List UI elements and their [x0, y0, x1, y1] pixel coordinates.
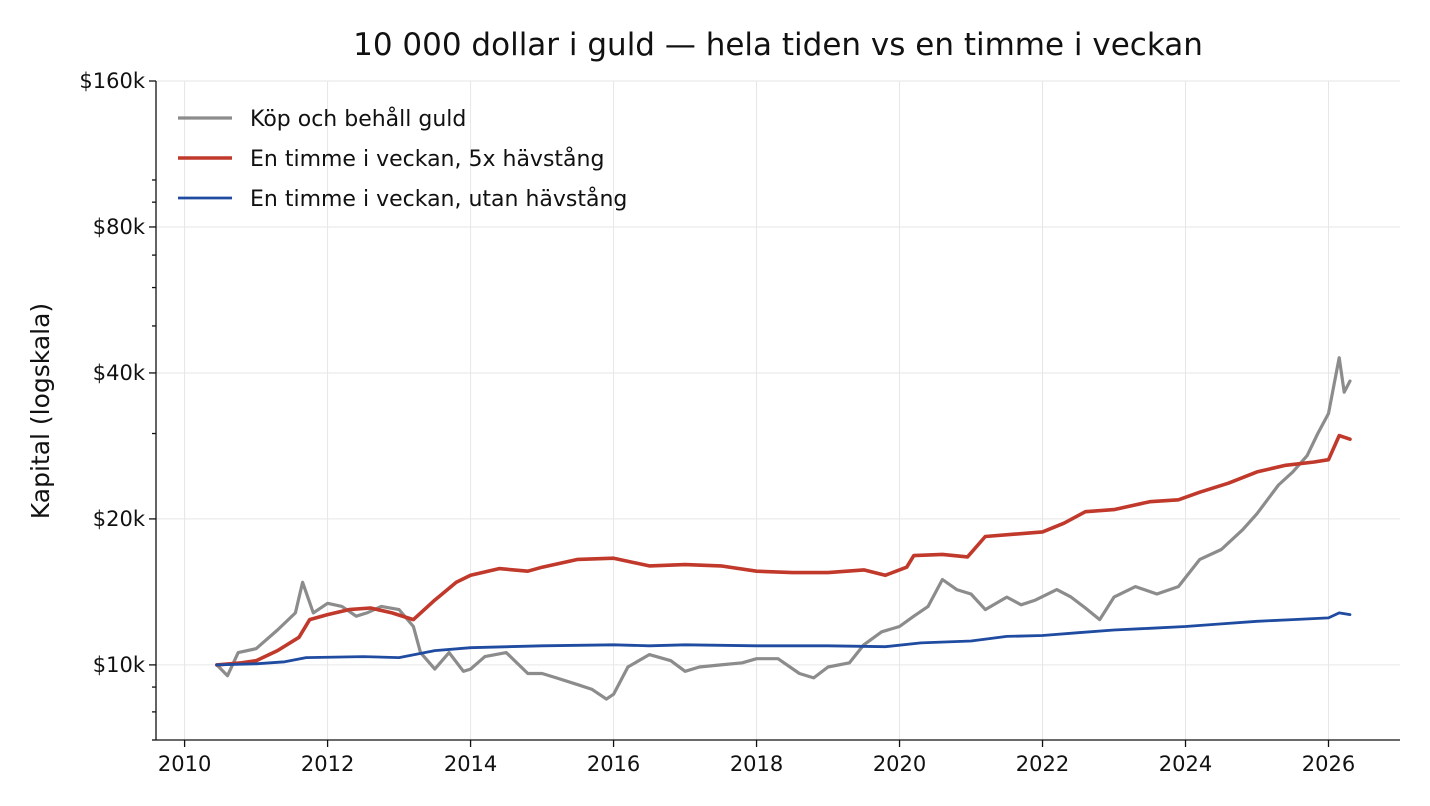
y-axis-label: Kapital (logskala): [26, 303, 55, 519]
y-tick-label: $20k: [93, 507, 146, 531]
legend-label-1: Köp och behåll guld: [250, 106, 466, 132]
y-tick-label: $80k: [93, 215, 146, 239]
legend-label-3: En timme i veckan, utan hävstång: [250, 186, 627, 212]
x-tick-label: 2018: [730, 752, 783, 776]
legend: Köp och behåll guld En timme i veckan, 5x…: [178, 106, 627, 212]
y-tick-label: $10k: [93, 653, 146, 677]
legend-label-2: En timme i veckan, 5x hävstång: [250, 146, 604, 172]
x-tick-label: 2016: [587, 752, 640, 776]
series-line-3: [215, 611, 1352, 667]
x-tick-label: 2020: [873, 752, 926, 776]
y-tick-label: $40k: [93, 361, 146, 385]
x-tick-label: 2026: [1302, 752, 1355, 776]
series-line-2: [215, 433, 1352, 667]
y-tick-label: $160k: [79, 69, 145, 93]
x-tick-label: 2022: [1016, 752, 1069, 776]
x-tick-label: 2024: [1159, 752, 1212, 776]
x-tick-label: 2010: [158, 752, 211, 776]
grid: [156, 80, 1400, 740]
chart-title: 10 000 dollar i guld — hela tiden vs en …: [353, 27, 1203, 63]
x-tick-label: 2014: [444, 752, 497, 776]
series-layer: [215, 356, 1352, 701]
axes: 2010 2012 2014 2016 2018 2020 2022 2024 2026 $10k…: [79, 69, 1400, 776]
x-tick-label: 2012: [301, 752, 354, 776]
series-line-1: [215, 356, 1352, 701]
